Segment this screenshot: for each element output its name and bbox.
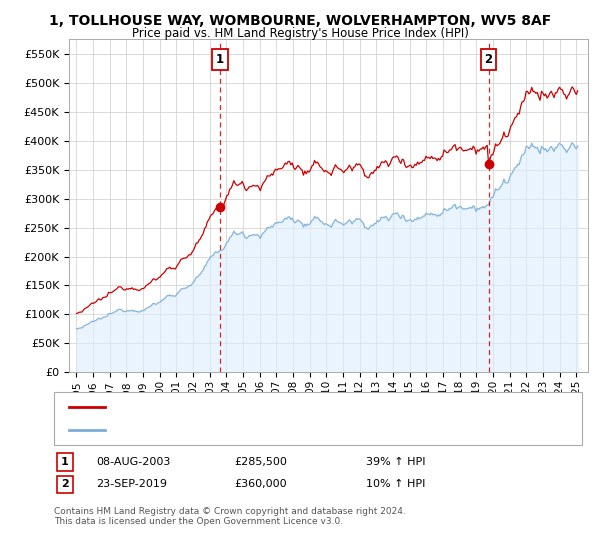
- Text: 2: 2: [61, 479, 68, 489]
- Text: 1: 1: [216, 53, 224, 66]
- Text: 1, TOLLHOUSE WAY, WOMBOURNE, WOLVERHAMPTON, WV5 8AF: 1, TOLLHOUSE WAY, WOMBOURNE, WOLVERHAMPT…: [49, 14, 551, 28]
- Text: 08-AUG-2003: 08-AUG-2003: [96, 457, 170, 467]
- Text: £285,500: £285,500: [234, 457, 287, 467]
- Text: Price paid vs. HM Land Registry's House Price Index (HPI): Price paid vs. HM Land Registry's House …: [131, 27, 469, 40]
- Text: 1: 1: [61, 457, 68, 467]
- Text: Contains HM Land Registry data © Crown copyright and database right 2024.
This d: Contains HM Land Registry data © Crown c…: [54, 507, 406, 526]
- Text: 23-SEP-2019: 23-SEP-2019: [96, 479, 167, 489]
- Text: 1, TOLLHOUSE WAY, WOMBOURNE, WOLVERHAMPTON, WV5 8AF (detached house): 1, TOLLHOUSE WAY, WOMBOURNE, WOLVERHAMPT…: [114, 402, 545, 412]
- Text: £360,000: £360,000: [234, 479, 287, 489]
- Text: HPI: Average price, detached house, South Staffordshire: HPI: Average price, detached house, Sout…: [114, 425, 408, 435]
- Text: 39% ↑ HPI: 39% ↑ HPI: [366, 457, 425, 467]
- Text: 10% ↑ HPI: 10% ↑ HPI: [366, 479, 425, 489]
- Text: 2: 2: [484, 53, 493, 66]
